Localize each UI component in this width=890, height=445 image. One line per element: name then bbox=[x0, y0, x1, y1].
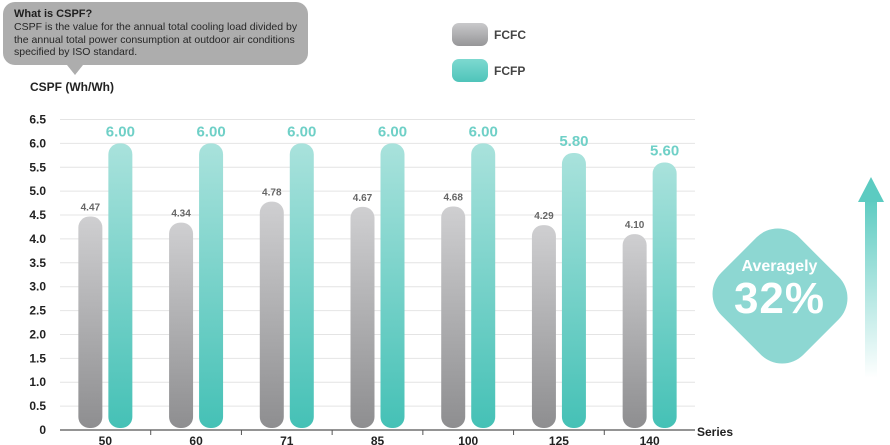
data-label-fcfc: 4.34 bbox=[171, 209, 191, 220]
average-badge: Averagely 32% bbox=[700, 216, 860, 376]
badge-caption: Averagely bbox=[741, 258, 818, 275]
bar-fcfc bbox=[78, 216, 103, 428]
bar-fcfp bbox=[561, 152, 586, 428]
data-label-fcfc: 4.78 bbox=[262, 188, 282, 199]
bar-fcfc bbox=[531, 225, 556, 428]
data-label-fcfp: 6.00 bbox=[469, 123, 498, 140]
data-label-fcfc: 4.10 bbox=[625, 220, 645, 231]
bar-fcfp bbox=[471, 143, 496, 428]
y-tick-label: 5.5 bbox=[29, 160, 46, 174]
bar-fcfp bbox=[108, 143, 133, 428]
y-tick-label: 2.5 bbox=[29, 304, 46, 318]
data-label-fcfp: 5.60 bbox=[650, 142, 679, 159]
legend-swatch-fcfc bbox=[452, 23, 488, 46]
tooltip-body: CSPF is the value for the annual total c… bbox=[14, 21, 298, 58]
data-label-fcfc: 4.67 bbox=[353, 193, 373, 204]
y-tick-label: 3.0 bbox=[29, 280, 46, 294]
x-tick-label: 85 bbox=[371, 434, 385, 445]
legend-label-fcfc: FCFC bbox=[494, 27, 526, 42]
bar-fcfp bbox=[380, 143, 405, 428]
bar-fcfc bbox=[259, 201, 284, 428]
y-tick-label: 1.0 bbox=[29, 375, 46, 389]
legend-swatch-fcfp bbox=[452, 59, 488, 82]
y-tick-label: 6.0 bbox=[29, 136, 46, 150]
x-tick-label: 71 bbox=[280, 434, 294, 445]
y-tick-label: 3.5 bbox=[29, 256, 46, 270]
x-tick-label: 50 bbox=[99, 434, 113, 445]
y-tick-label: 5.0 bbox=[29, 184, 46, 198]
tooltip-title: What is CSPF? bbox=[14, 8, 93, 20]
bar-fcfp bbox=[289, 143, 314, 428]
y-axis-label: CSPF (Wh/Wh) bbox=[30, 80, 114, 94]
y-tick-label: 0 bbox=[39, 423, 46, 437]
data-label-fcfp: 6.00 bbox=[378, 123, 407, 140]
y-tick-label: 2.0 bbox=[29, 327, 46, 341]
x-tick-label: 140 bbox=[640, 434, 660, 445]
data-label-fcfc: 4.47 bbox=[81, 202, 101, 213]
bar-fcfc bbox=[350, 206, 375, 428]
y-tick-label: 4.0 bbox=[29, 232, 46, 246]
data-label-fcfc: 4.29 bbox=[534, 211, 554, 222]
y-tick-label: 4.5 bbox=[29, 208, 46, 222]
data-label-fcfp: 6.00 bbox=[106, 123, 135, 140]
up-arrow-icon bbox=[858, 177, 884, 378]
info-tooltip: What is CSPF? CSPF is the value for the … bbox=[3, 2, 308, 75]
y-tick-label: 6.5 bbox=[29, 113, 46, 127]
legend-label-fcfp: FCFP bbox=[494, 63, 526, 78]
x-tick-label: 125 bbox=[549, 434, 569, 445]
y-tick-label: 0.5 bbox=[29, 399, 46, 413]
bar-fcfc bbox=[441, 206, 466, 428]
x-axis-label: Series bbox=[697, 425, 733, 439]
legend-item-fcfp: FCFP bbox=[452, 59, 525, 82]
bar-fcfp bbox=[652, 162, 677, 428]
data-label-fcfp: 5.80 bbox=[559, 133, 588, 150]
x-tick-label: 60 bbox=[189, 434, 203, 445]
bar-fcfc bbox=[169, 222, 194, 428]
data-label-fcfp: 6.00 bbox=[196, 123, 225, 140]
bar-fcfc bbox=[622, 234, 647, 428]
data-label-fcfp: 6.00 bbox=[287, 123, 316, 140]
data-label-fcfc: 4.68 bbox=[443, 192, 463, 203]
y-tick-label: 1.5 bbox=[29, 351, 46, 365]
badge-percent: 32% bbox=[733, 274, 826, 323]
bar-fcfp bbox=[199, 143, 224, 428]
x-tick-label: 100 bbox=[458, 434, 478, 445]
legend-item-fcfc: FCFC bbox=[452, 23, 526, 46]
